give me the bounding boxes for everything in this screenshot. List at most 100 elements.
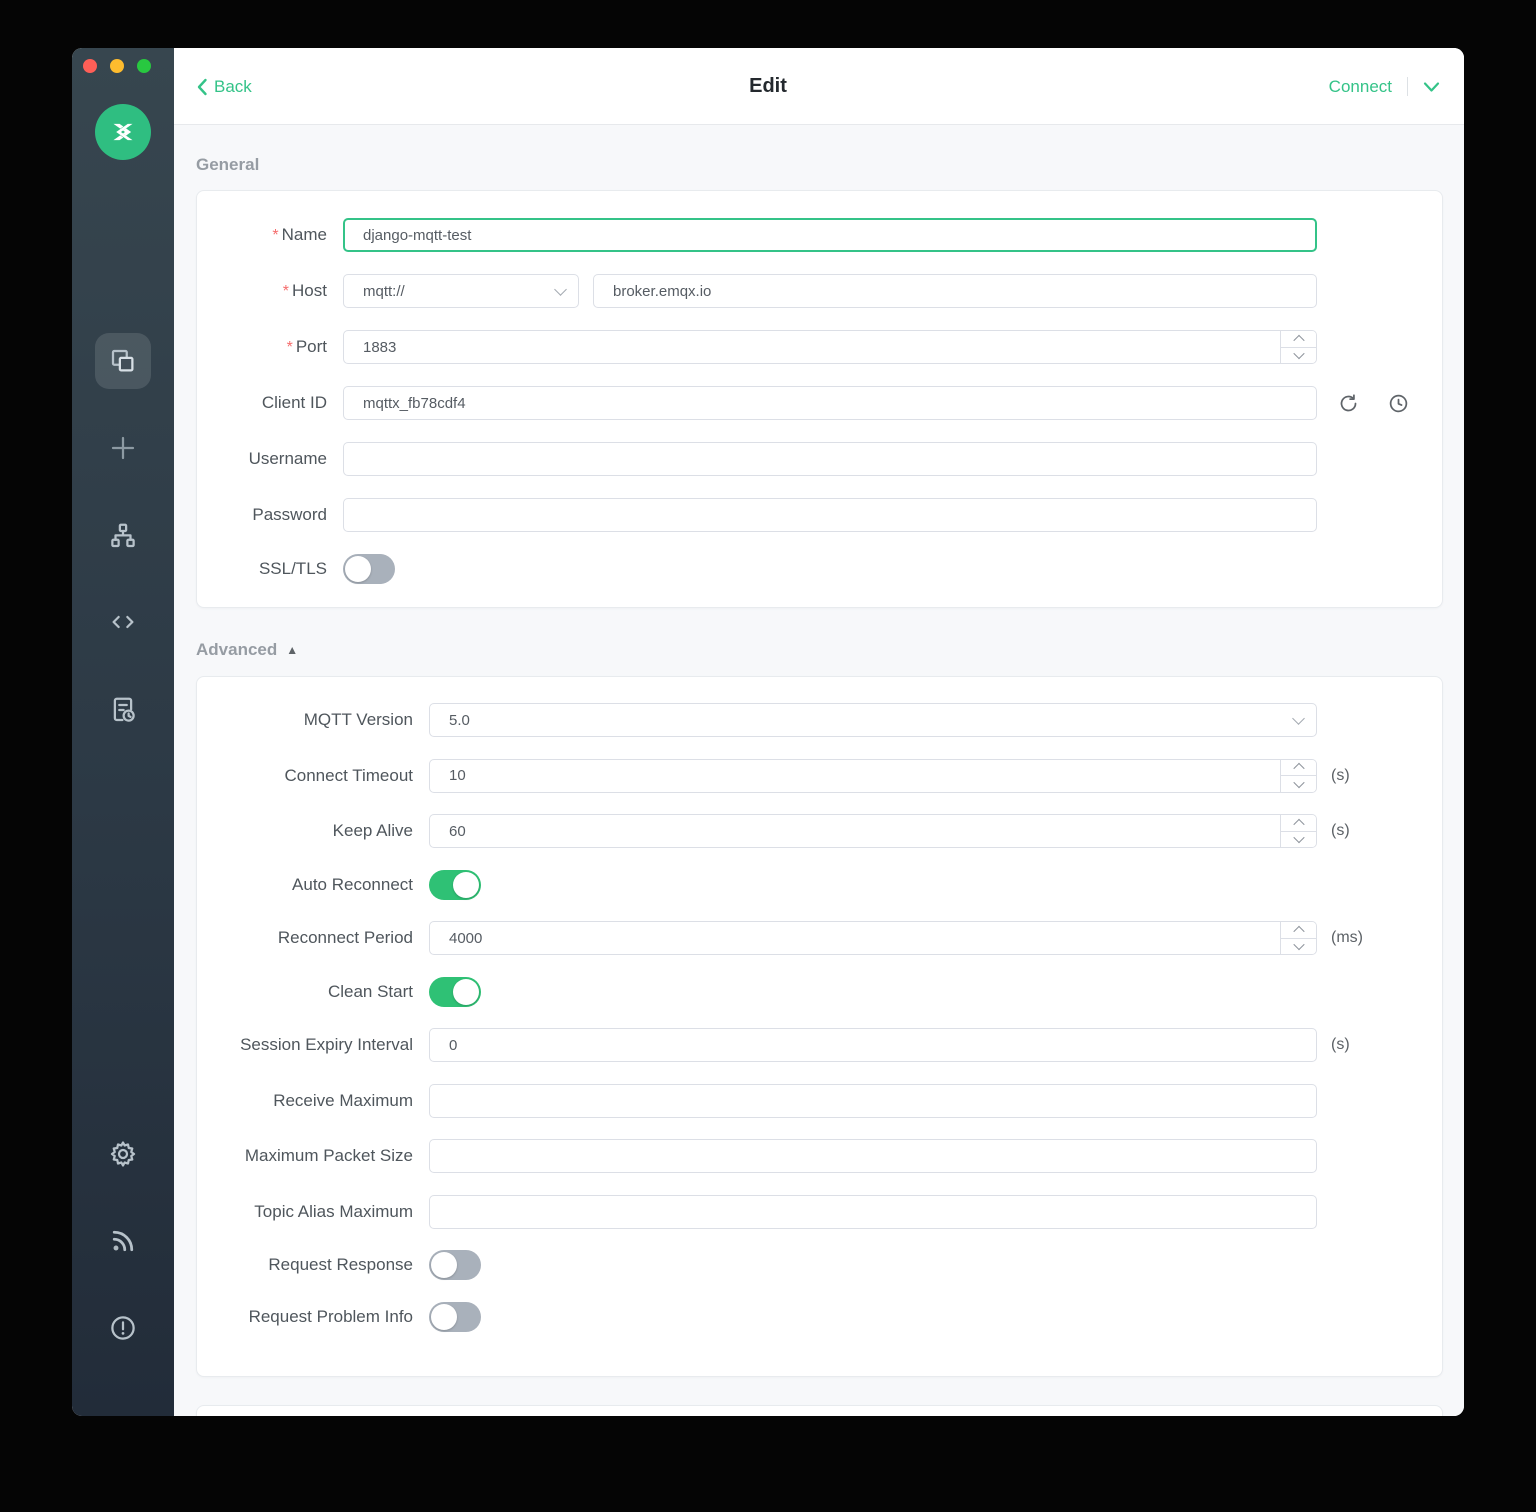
back-chevron-icon [197, 78, 207, 95]
auto-reconnect-label: Auto Reconnect [292, 874, 413, 894]
broadcast-icon[interactable] [95, 1213, 151, 1269]
back-label: Back [214, 76, 252, 96]
required-asterisk: * [272, 227, 279, 244]
sidebar-item-connections[interactable] [95, 333, 151, 389]
maximum-packet-size-row: Maximum Packet Size [197, 1139, 1442, 1173]
sidebar-item-topic-tree[interactable] [95, 508, 151, 564]
number-spinner [1280, 922, 1316, 954]
port-input[interactable] [343, 330, 1317, 364]
unit-suffix: (s) [1331, 822, 1350, 839]
client-id-actions [1338, 393, 1409, 414]
window-close-button[interactable] [83, 59, 97, 73]
spinner-up-button[interactable] [1281, 331, 1316, 348]
connect-area: Connect [1329, 48, 1440, 125]
session-expiry-label: Session Expiry Interval [240, 1035, 413, 1054]
number-spinner [1280, 759, 1316, 792]
reconnect-period-row: Reconnect Period (ms) [197, 921, 1442, 955]
spinner-up-button[interactable] [1281, 922, 1316, 939]
client-id-label: Client ID [261, 393, 327, 412]
port-stepper [343, 330, 1317, 364]
session-expiry-input[interactable] [429, 1028, 1317, 1062]
client-id-input[interactable] [343, 386, 1317, 420]
advanced-card: MQTT Version 5.0 Connect Timeout [196, 676, 1443, 1377]
reconnect-period-input[interactable] [429, 921, 1317, 955]
number-spinner [1280, 815, 1316, 847]
section-general: General [196, 155, 1443, 175]
keep-alive-row: Keep Alive (s) [197, 814, 1442, 848]
sidebar-item-script[interactable] [95, 594, 151, 650]
maximum-packet-size-label: Maximum Packet Size [244, 1146, 413, 1165]
history-clock-icon[interactable] [1388, 393, 1409, 414]
window-zoom-button[interactable] [137, 59, 151, 73]
connect-dropdown-icon[interactable] [1423, 81, 1440, 93]
session-expiry-row: Session Expiry Interval (s) [197, 1028, 1442, 1062]
ssl-label: SSL/TLS [258, 559, 327, 578]
ssl-toggle[interactable] [343, 554, 395, 584]
receive-maximum-input[interactable] [429, 1083, 1317, 1118]
sidebar-item-log[interactable] [95, 682, 151, 738]
form-scroll-area: General *Name *Host mqtt:// [174, 125, 1464, 1416]
request-response-label: Request Response [268, 1255, 413, 1274]
spinner-down-button[interactable] [1281, 776, 1316, 792]
mqtt-version-label: MQTT Version [303, 710, 413, 729]
topic-alias-maximum-input[interactable] [429, 1194, 1317, 1229]
username-input[interactable] [343, 442, 1317, 476]
about-icon[interactable] [95, 1300, 151, 1356]
reconnect-period-label: Reconnect Period [277, 928, 413, 947]
connect-timeout-input[interactable] [429, 758, 1317, 793]
port-label: * Port [286, 337, 327, 356]
clean-start-label: Clean Start [327, 981, 413, 1001]
spinner-down-button[interactable] [1281, 938, 1316, 954]
maximum-packet-size-input[interactable] [429, 1139, 1317, 1173]
number-spinner [1280, 331, 1316, 363]
unit-suffix: (s) [1331, 766, 1350, 784]
unit-suffix: (s) [1331, 1036, 1350, 1053]
name-row: * Name [197, 218, 1442, 252]
password-row: Password [197, 498, 1442, 532]
unit-suffix: (ms) [1331, 929, 1363, 946]
request-problem-info-label: Request Problem Info [248, 1306, 413, 1326]
section-general-label: General [196, 155, 260, 174]
auto-reconnect-toggle[interactable] [429, 869, 481, 900]
clean-start-toggle[interactable] [429, 976, 481, 1007]
mqtt-version-row: MQTT Version 5.0 [197, 703, 1442, 737]
collapse-arrow-icon: ▲ [286, 643, 299, 657]
window-minimize-button[interactable] [110, 59, 124, 73]
keep-alive-label: Keep Alive [332, 821, 413, 840]
next-section-card [196, 1405, 1443, 1416]
request-response-toggle[interactable] [429, 1250, 481, 1280]
refresh-icon[interactable] [1338, 393, 1359, 414]
topic-alias-maximum-row: Topic Alias Maximum [197, 1194, 1442, 1229]
spinner-down-button[interactable] [1281, 831, 1316, 847]
password-input[interactable] [343, 498, 1317, 532]
host-input[interactable] [593, 274, 1317, 308]
spinner-up-button[interactable] [1281, 759, 1316, 776]
section-advanced[interactable]: Advanced ▲ [196, 640, 1443, 660]
back-button[interactable]: Back [196, 48, 252, 125]
main-panel: Back Edit Connect General * Name [174, 48, 1464, 1416]
page-header: Back Edit Connect [174, 48, 1464, 125]
reconnect-period-stepper [429, 921, 1317, 955]
connect-button[interactable]: Connect [1328, 76, 1392, 96]
username-label: Username [248, 449, 327, 468]
name-input[interactable] [343, 218, 1317, 252]
settings-icon[interactable] [95, 1126, 151, 1182]
required-asterisk: * [282, 283, 290, 300]
connect-timeout-label: Connect Timeout [284, 765, 413, 785]
connect-timeout-stepper [429, 758, 1317, 793]
spinner-up-button[interactable] [1281, 815, 1316, 832]
receive-maximum-label: Receive Maximum [273, 1090, 413, 1110]
request-problem-info-toggle[interactable] [429, 1301, 481, 1332]
spinner-down-button[interactable] [1281, 347, 1316, 363]
app-window: Back Edit Connect General * Name [72, 48, 1464, 1416]
host-protocol-select[interactable]: mqtt:// [343, 274, 579, 308]
request-response-row: Request Response [197, 1250, 1442, 1280]
host-label: * Host [282, 281, 327, 300]
sidebar-item-new-connection[interactable] [95, 420, 151, 476]
username-row: Username [197, 442, 1442, 476]
keep-alive-input[interactable] [429, 814, 1317, 848]
connect-timeout-row: Connect Timeout (s) [197, 758, 1442, 793]
sidebar [72, 48, 174, 1416]
mqtt-version-select[interactable]: 5.0 [429, 703, 1317, 737]
header-divider [1407, 77, 1408, 96]
